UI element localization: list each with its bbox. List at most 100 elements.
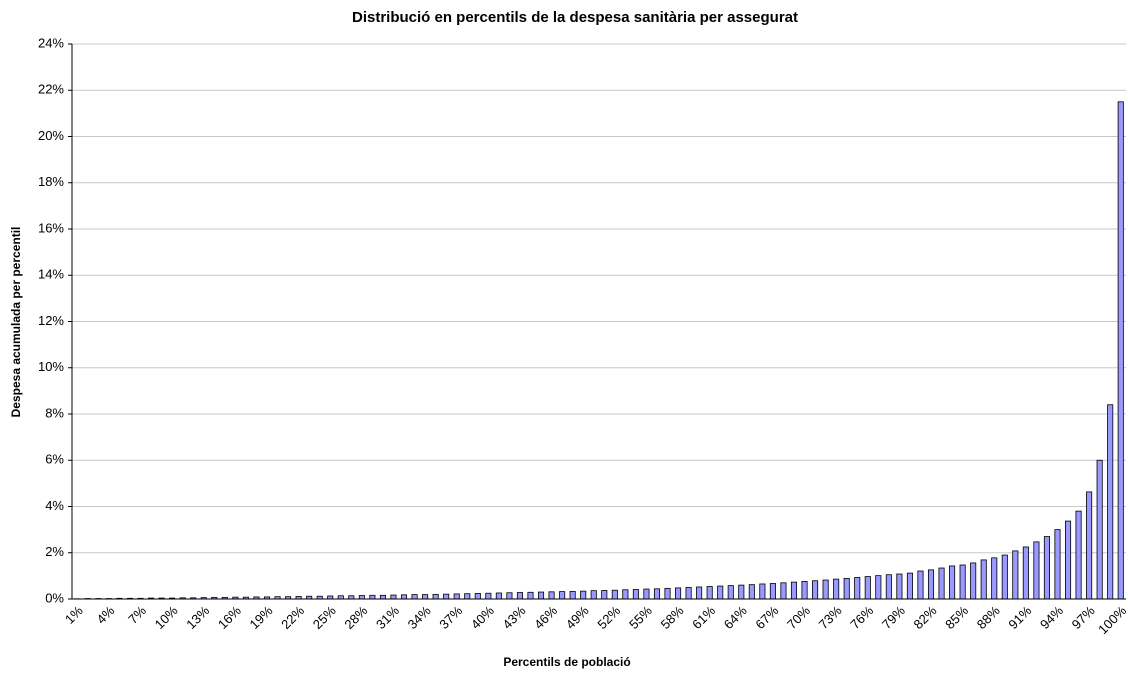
bar xyxy=(801,581,808,600)
chart-title: Distribució en percentils de la despesa … xyxy=(352,9,798,26)
x-tick-label: 4% xyxy=(94,603,118,627)
y-tick-label: 2% xyxy=(45,544,64,559)
bar xyxy=(664,587,671,600)
bar xyxy=(569,590,576,600)
x-tick-label: 13% xyxy=(183,603,212,632)
bar xyxy=(643,588,650,600)
y-tick-label: 16% xyxy=(38,220,64,235)
bar xyxy=(727,585,734,600)
x-tick-label: 7% xyxy=(125,603,149,627)
bar xyxy=(675,587,682,600)
bar xyxy=(896,573,903,600)
bar xyxy=(464,593,471,600)
bar xyxy=(622,589,629,600)
x-tick-label: 100% xyxy=(1095,603,1128,637)
y-tick-label: 20% xyxy=(38,128,64,143)
x-tick-label: 46% xyxy=(531,603,560,632)
bar xyxy=(485,592,492,600)
bar xyxy=(854,577,861,600)
bar xyxy=(1022,546,1029,600)
bar xyxy=(611,589,618,600)
bar xyxy=(601,590,608,600)
bar xyxy=(1075,510,1082,600)
bar xyxy=(1054,529,1061,600)
bar xyxy=(822,579,829,600)
bar xyxy=(927,569,935,600)
bar xyxy=(527,591,534,600)
bar xyxy=(653,588,661,600)
x-tick-label: 85% xyxy=(942,603,971,632)
x-tick-label: 1% xyxy=(62,603,86,627)
x-tick-label: 28% xyxy=(341,603,370,632)
x-tick-label: 88% xyxy=(974,603,1003,632)
x-tick-label: 67% xyxy=(752,603,781,632)
bar xyxy=(1012,550,1019,600)
y-tick-label: 8% xyxy=(45,405,64,420)
x-tick-label: 19% xyxy=(247,603,276,632)
bar xyxy=(422,594,429,600)
bar xyxy=(1001,554,1008,600)
y-tick-label: 6% xyxy=(45,452,64,467)
bar xyxy=(1117,101,1124,600)
bar xyxy=(685,587,692,600)
bar xyxy=(938,567,945,600)
bar xyxy=(474,593,481,600)
bar xyxy=(559,591,566,600)
x-tick-label: 82% xyxy=(911,603,940,632)
x-tick-label: 64% xyxy=(721,603,750,632)
x-axis-title: Percentils de població xyxy=(503,655,630,669)
x-tick-label: 97% xyxy=(1069,603,1098,632)
x-tick-label: 52% xyxy=(594,603,623,632)
x-tick-label: 55% xyxy=(626,603,655,632)
bar xyxy=(843,578,850,600)
bar xyxy=(790,581,798,600)
bar xyxy=(580,590,587,600)
y-tick-label: 24% xyxy=(38,35,64,50)
bar xyxy=(1043,536,1050,600)
bar xyxy=(1033,541,1040,600)
bar xyxy=(506,592,513,600)
bar xyxy=(833,578,840,600)
x-tick-label: 79% xyxy=(879,603,908,632)
bar xyxy=(1096,459,1103,600)
x-tick-label: 73% xyxy=(816,603,845,632)
bar xyxy=(759,583,766,600)
bar xyxy=(769,583,776,600)
bar xyxy=(443,593,450,600)
bar xyxy=(875,575,882,600)
x-tick-label: 91% xyxy=(1005,603,1034,632)
bar xyxy=(970,562,977,600)
x-tick-label: 61% xyxy=(689,603,718,632)
y-tick-label: 18% xyxy=(38,174,64,189)
x-tick-label: 31% xyxy=(373,603,402,632)
bar xyxy=(885,574,892,600)
bar xyxy=(917,570,924,600)
bar xyxy=(590,590,597,600)
y-tick-label: 22% xyxy=(38,82,64,97)
bar xyxy=(390,594,397,600)
bar xyxy=(717,585,724,600)
bar xyxy=(1064,520,1072,600)
x-tick-label: 40% xyxy=(468,603,497,632)
x-tick-label: 49% xyxy=(563,603,592,632)
bar xyxy=(358,595,365,600)
bar xyxy=(991,557,998,600)
bar xyxy=(411,594,418,600)
bar xyxy=(864,576,871,600)
bar xyxy=(1107,404,1114,600)
x-tick-label: 76% xyxy=(847,603,876,632)
bar xyxy=(812,580,819,600)
bar xyxy=(980,559,987,600)
x-tick-label: 58% xyxy=(658,603,687,632)
bar xyxy=(516,592,523,600)
y-axis-title: Despesa acumulada per percentil xyxy=(9,227,23,418)
x-tick-label: 16% xyxy=(215,603,244,632)
bar xyxy=(548,591,555,600)
y-tick-label: 10% xyxy=(38,359,64,374)
bar xyxy=(959,564,966,600)
bar xyxy=(432,593,439,600)
bar xyxy=(748,584,755,600)
bar xyxy=(1086,491,1093,600)
x-tick-label: 10% xyxy=(152,603,181,632)
